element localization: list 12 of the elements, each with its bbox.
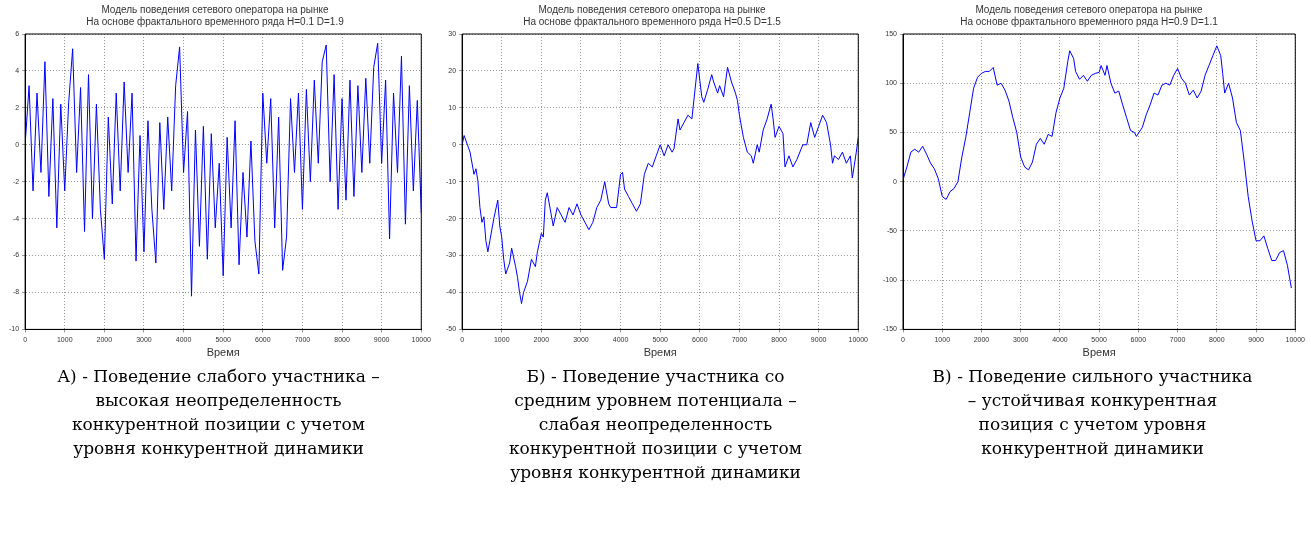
chart-title: Модель поведения сетевого оператора на рынке (974, 3, 1203, 15)
x-axis-title: Время (1082, 346, 1116, 359)
chart-subtitle: На основе фрактального временного ряда H=0.1 D=1.9 (85, 15, 344, 27)
chart-subtitle: На основе фрактального временного ряда H=0.9 D=1.1 (959, 15, 1218, 27)
text: А) - Поведение слабого участника – высокая неопределенность конкурентной позиции с учетом уровня конкурентной динамики (56, 365, 381, 460)
x-axis-title: Время (206, 346, 240, 359)
chart-subtitle: На основе фрактального временного ряда H=0.5 D=1.5 (522, 15, 781, 27)
x-axis-title: Время (643, 346, 677, 359)
text: В) - Поведение сильного участника – устойчивая конкурентная позиция с учетом уровня конкурентной динамики (931, 365, 1254, 460)
chart-title: Модель поведения сетевого оператора на рынке (537, 3, 766, 15)
chart-title: Модель поведения сетевого оператора на рынке (100, 3, 329, 15)
text: Б) - Поведение участника со средним уровнем потенциала – слабая неопределенность конкурентной позиции с учетом уровня конкурентной динамики (507, 365, 804, 484)
